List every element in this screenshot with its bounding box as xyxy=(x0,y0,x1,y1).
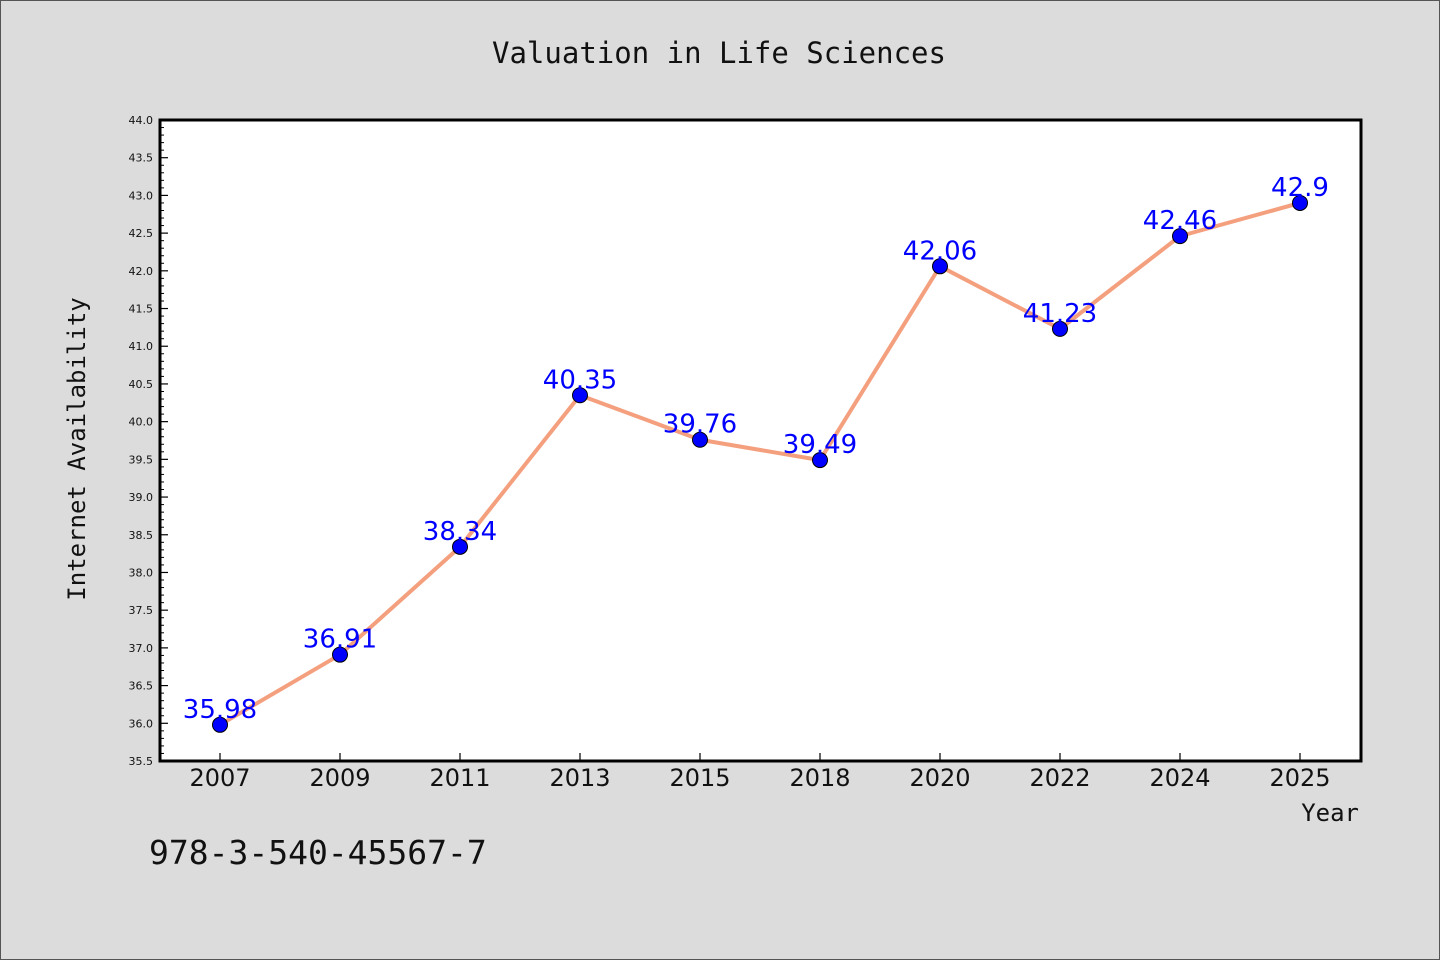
data-label: 41.23 xyxy=(1023,299,1097,329)
y-tick-label: 41.0 xyxy=(129,340,154,353)
data-point xyxy=(812,452,828,469)
y-tick-label: 42.5 xyxy=(129,227,154,240)
x-axis: 2007 2009 2011 2013 2015 2018 2020 2022 2024 2025 xyxy=(189,753,1331,792)
data-label: 42.46 xyxy=(1143,206,1217,236)
data-label: 35.98 xyxy=(183,695,257,725)
series-line xyxy=(218,200,1302,727)
y-tick-label: 37.0 xyxy=(129,642,154,655)
data-label: 42.9 xyxy=(1271,173,1329,203)
y-tick-label: 35.5 xyxy=(129,755,154,768)
x-tick-label: 2007 xyxy=(189,764,250,792)
data-point xyxy=(332,646,348,663)
x-tick-label: 2020 xyxy=(909,764,970,792)
y-tick-label: 38.5 xyxy=(129,529,154,542)
y-tick-label: 42.0 xyxy=(129,265,154,278)
y-tick-label: 40.5 xyxy=(129,378,154,391)
data-label: 42.06 xyxy=(903,236,977,266)
data-point xyxy=(452,538,468,555)
series-group xyxy=(212,194,1308,733)
x-tick-label: 2015 xyxy=(669,764,730,792)
plot-area xyxy=(158,118,1363,763)
y-tick-label: 44.0 xyxy=(129,114,154,127)
data-label: 40.35 xyxy=(543,365,617,395)
y-tick-label: 43.0 xyxy=(129,189,154,202)
y-tick-label: 43.5 xyxy=(129,152,154,165)
data-labels: 35.98 36.91 38.34 40.35 39.76 39.49 42.06 41.23… xyxy=(183,173,1329,725)
y-tick-label: 38.0 xyxy=(129,566,154,579)
x-tick-label: 2018 xyxy=(789,764,850,792)
data-point xyxy=(1052,320,1068,337)
data-label: 39.76 xyxy=(663,410,737,440)
y-axis: 35.5 36.0 36.5 37.0 37.5 38.0 38.5 39.0 39.5 40.0… xyxy=(129,114,168,768)
x-tick-label: 2025 xyxy=(1269,764,1330,792)
x-tick-label: 2024 xyxy=(1149,764,1210,792)
y-tick-label: 39.0 xyxy=(129,491,154,504)
x-axis-label: Year xyxy=(1301,799,1359,827)
data-point xyxy=(1172,228,1188,245)
data-label: 38.34 xyxy=(423,517,497,547)
y-tick-label: 36.0 xyxy=(129,717,154,730)
chart-title: Valuation in Life Sciences xyxy=(492,36,946,70)
y-tick-label: 41.5 xyxy=(129,303,154,316)
data-point xyxy=(1292,194,1308,211)
data-point xyxy=(572,387,588,404)
y-axis-label: Internet Availability xyxy=(63,297,91,600)
y-tick-label: 37.5 xyxy=(129,604,154,617)
data-point xyxy=(692,431,708,448)
data-point xyxy=(212,716,228,733)
isbn-annotation: 978-3-540-45567-7 xyxy=(149,833,487,872)
data-label: 39.49 xyxy=(783,430,857,460)
x-tick-label: 2013 xyxy=(549,764,610,792)
y-tick-label: 39.5 xyxy=(129,453,154,466)
x-tick-label: 2011 xyxy=(429,764,490,792)
y-tick-label: 40.0 xyxy=(129,416,154,429)
x-tick-label: 2009 xyxy=(309,764,370,792)
x-tick-label: 2022 xyxy=(1029,764,1090,792)
data-point xyxy=(932,258,948,275)
y-tick-label: 36.5 xyxy=(129,680,154,693)
data-label: 36.91 xyxy=(303,625,377,655)
